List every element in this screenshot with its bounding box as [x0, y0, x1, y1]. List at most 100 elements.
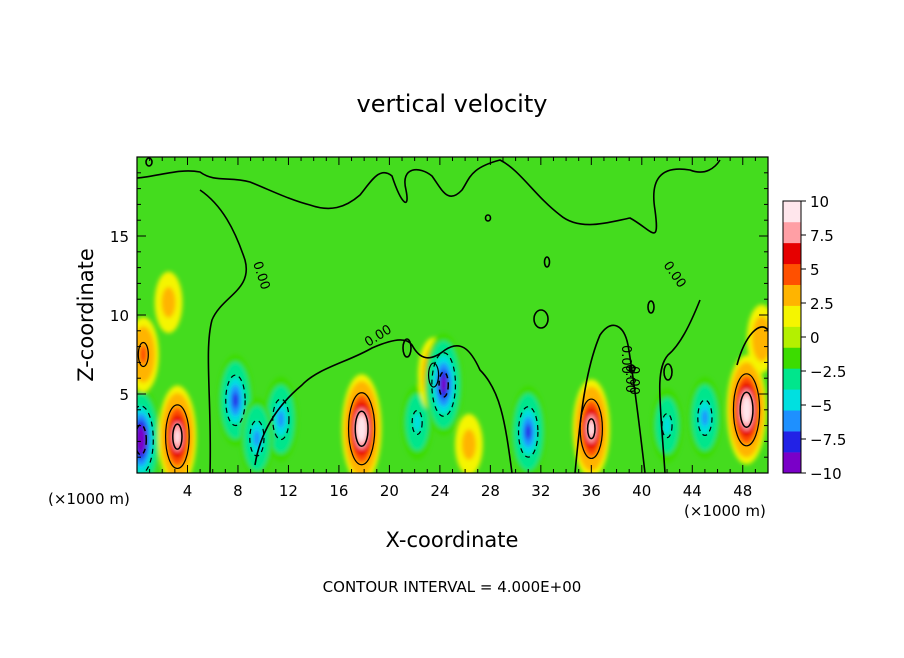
plot-area: [137, 157, 768, 473]
zero-contour-loop: [663, 363, 673, 381]
velocity-band: [232, 392, 239, 409]
velocity-band: [461, 429, 476, 460]
x-tick-label: 28: [481, 482, 500, 500]
y-axis-label: Z-coordinate: [74, 248, 98, 382]
contour-ring: [739, 391, 754, 429]
x-tick-label: 24: [430, 482, 449, 500]
x-tick-label: 16: [329, 482, 348, 500]
contour-label: 0.00: [622, 364, 637, 393]
x-unit-right: (×1000 m): [684, 502, 766, 520]
colorbar: 10 7.5 5 2.5 0 −2.5 −5 −7.5 −10: [782, 193, 846, 483]
x-unit-left: (×1000 m): [48, 490, 130, 508]
zero-contour-loop: [484, 214, 492, 222]
x-tick-label: 20: [380, 482, 399, 500]
contour-ring: [517, 406, 539, 458]
colorbar-swatch: [783, 389, 801, 411]
contour-ring: [137, 405, 154, 473]
velocity-band: [138, 433, 144, 447]
colorbar-swatch: [783, 221, 801, 244]
x-tick-label: 36: [582, 482, 601, 500]
zero-contour-loop: [402, 338, 412, 358]
x-tick-label: 44: [683, 482, 702, 500]
x-tick-label: 40: [632, 482, 651, 500]
contour-ring: [249, 419, 265, 457]
contour-label: 0.00: [618, 345, 633, 374]
zero-contour-left: [199, 189, 248, 473]
contour-ring: [427, 362, 440, 388]
x-axis: 4 8 12 16 20 24 28 32 36 40 44 48: [149, 157, 756, 500]
colorbar-swatch: [783, 284, 801, 306]
colorbar-swatch: [783, 201, 801, 223]
velocity-band: [525, 424, 532, 440]
velocity-band: [413, 413, 422, 432]
colorbar-tick-label: 2.5: [810, 295, 834, 313]
colorbar-tick-label: 10: [810, 193, 829, 211]
zero-contour-right: [574, 324, 646, 473]
contour-ring: [137, 341, 149, 368]
x-tick-label: 32: [531, 482, 550, 500]
velocity-band: [174, 429, 181, 444]
colorbar-swatch: [783, 305, 801, 327]
colorbar-swatch: [783, 368, 801, 390]
colorbar-swatch: [783, 326, 801, 348]
contour-ring: [347, 392, 376, 466]
contour-interval-footer: CONTOUR INTERVAL = 4.000E+00: [323, 578, 582, 596]
contour-ring: [579, 398, 604, 460]
y-tick-label: 10: [110, 307, 129, 325]
x-tick-label: 8: [233, 482, 243, 500]
x-tick-label: 48: [733, 482, 752, 500]
chart-title: vertical velocity: [357, 90, 548, 118]
velocity-band: [588, 421, 595, 436]
velocity-band: [359, 421, 365, 436]
zero-contour-far-right: [658, 299, 701, 473]
colorbar-tick-label: −10: [810, 465, 842, 483]
zero-contour-upper: [137, 159, 721, 234]
contour-ring: [661, 413, 673, 439]
velocity-band: [161, 286, 176, 318]
velocity-band: [701, 409, 709, 426]
contour-ring: [164, 404, 190, 470]
zero-contour-edge: [736, 326, 768, 366]
colorbar-tick-label: −7.5: [810, 431, 846, 449]
zero-contour-loop: [533, 309, 549, 329]
x-tick-label: 4: [183, 482, 193, 500]
contour-ring: [137, 424, 148, 456]
colorbar-tick-label: 5: [810, 261, 820, 279]
contour-ring: [225, 374, 246, 427]
colorbar-tick-label: −5: [810, 397, 832, 415]
contour-ring: [354, 410, 369, 448]
x-axis-label: X-coordinate: [386, 528, 519, 552]
colorbar-swatch: [783, 452, 801, 474]
velocity-band: [756, 327, 767, 351]
zero-contour-loop: [647, 300, 655, 314]
contour-ring: [272, 398, 290, 441]
x-tick-label: 12: [279, 482, 298, 500]
velocity-band: [253, 430, 261, 447]
colorbar-swatch: [783, 431, 801, 453]
velocity-band: [139, 345, 148, 364]
zero-contour-loop: [145, 157, 153, 167]
contour-ring: [732, 373, 761, 447]
contour-ring: [431, 352, 457, 417]
contour-ring: [172, 423, 183, 450]
colorbar-tick-label: 0: [810, 329, 820, 347]
colorbar-tick-label: 7.5: [810, 227, 834, 245]
velocity-band: [663, 416, 671, 435]
contour-ring: [586, 418, 596, 440]
zero-contour-mid: [254, 339, 513, 473]
colorbar-swatch: [783, 263, 801, 285]
contour-ring: [411, 409, 423, 436]
colorbar-tick-label: −2.5: [810, 363, 846, 381]
contour-lines: [137, 341, 761, 473]
zero-contour-loop: [543, 256, 551, 268]
zero-contours: [137, 157, 768, 473]
y-tick-label: 5: [119, 386, 129, 404]
contour-label: 0.00: [626, 366, 641, 395]
colorbar-swatch: [783, 410, 801, 432]
colorbar-swatch: [783, 347, 801, 369]
zero-contour-loop: [628, 364, 636, 374]
velocity-band: [440, 377, 447, 392]
velocity-band: [744, 403, 750, 417]
colorbar-swatch: [783, 242, 801, 265]
